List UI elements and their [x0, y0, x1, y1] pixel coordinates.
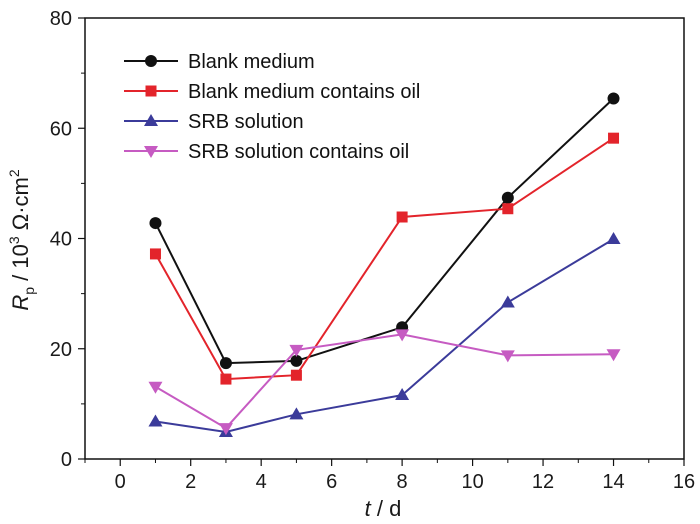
- series-3-point-4: [500, 350, 515, 363]
- axes: 0 2 4 6 8 10 12 14 16 0 20 40 60 80: [50, 8, 695, 493]
- legend-item-0: Blank medium: [124, 51, 315, 73]
- y-axis-exponent: 3: [6, 236, 22, 244]
- series-2: [148, 232, 621, 437]
- series-2-point-3: [395, 388, 410, 401]
- series-1-point-4: [502, 203, 514, 215]
- series-1-point-0: [149, 248, 161, 260]
- legend: Blank medium Blank medium contains oil SRB…: [124, 51, 420, 163]
- series-0-line: [154, 97, 615, 365]
- x-tick-label-8: 16: [673, 471, 695, 493]
- y-axis-exponent-2: 2: [6, 169, 22, 177]
- x-axis-var: t: [365, 496, 372, 521]
- y-tick-label-0: 0: [61, 449, 72, 471]
- legend-label-1: Blank medium contains oil: [188, 81, 420, 103]
- legend-label-3: SRB solution contains oil: [188, 141, 409, 163]
- x-tick-label-2: 4: [256, 471, 267, 493]
- y-axis-var: R: [8, 295, 33, 311]
- y-axis-subscript: p: [21, 287, 37, 295]
- series-0: [149, 92, 620, 370]
- series-0-point-1: [219, 357, 232, 370]
- x-axis-unit: / d: [371, 496, 402, 521]
- x-tick-label-4: 8: [397, 471, 408, 493]
- series-1-point-2: [290, 369, 302, 381]
- y-axis-unit: / 10: [8, 244, 33, 287]
- legend-label-0: Blank medium: [188, 51, 315, 73]
- x-tick-label-3: 6: [326, 471, 337, 493]
- legend-marker-2: [144, 114, 158, 126]
- legend-marker-1: [145, 85, 157, 97]
- series-3-point-0: [148, 381, 163, 394]
- y-tick-label-1: 20: [50, 339, 72, 361]
- y-tick-label-4: 80: [50, 8, 72, 30]
- legend-label-2: SRB solution: [188, 111, 304, 133]
- series-1-point-1: [220, 373, 232, 385]
- legend-item-2: SRB solution: [124, 111, 304, 133]
- series-0-point-0: [149, 217, 162, 230]
- x-tick-label-0: 0: [115, 471, 126, 493]
- series-2-point-2: [289, 407, 304, 420]
- x-axis-title: t / d: [365, 496, 402, 521]
- x-tick-label-7: 14: [602, 471, 624, 493]
- series-3: [148, 329, 621, 436]
- series-3-point-2: [289, 344, 304, 357]
- series-2-point-0: [148, 414, 163, 427]
- series-0-point-2: [290, 354, 303, 367]
- x-tick-label-5: 10: [461, 471, 483, 493]
- series-0-point-5: [607, 92, 620, 105]
- legend-item-1: Blank medium contains oil: [124, 81, 420, 103]
- legend-item-3: SRB solution contains oil: [124, 141, 409, 163]
- y-tick-label-3: 60: [50, 118, 72, 140]
- y-axis-unit-2: Ω·cm: [8, 177, 33, 236]
- series-3-point-3: [395, 329, 410, 342]
- x-tick-label-6: 12: [532, 471, 554, 493]
- series-2-point-5: [606, 232, 621, 245]
- series-1-line: [154, 137, 615, 381]
- legend-marker-0: [145, 55, 157, 67]
- series-1-point-3: [396, 211, 408, 223]
- series-1: [149, 132, 620, 385]
- series-2-point-4: [500, 295, 515, 308]
- series-3-point-1: [218, 423, 233, 436]
- series-3-point-5: [606, 349, 621, 362]
- series-0-point-4: [501, 191, 514, 204]
- series-1-point-5: [608, 132, 620, 144]
- series-layer: [148, 92, 621, 437]
- series-2-line: [155, 238, 615, 434]
- x-tick-label-1: 2: [185, 471, 196, 493]
- y-tick-label-2: 40: [50, 229, 72, 251]
- series-3-line: [154, 333, 614, 430]
- legend-marker-3: [144, 146, 158, 158]
- y-axis-title: Rp / 103 Ω·cm2: [6, 169, 37, 311]
